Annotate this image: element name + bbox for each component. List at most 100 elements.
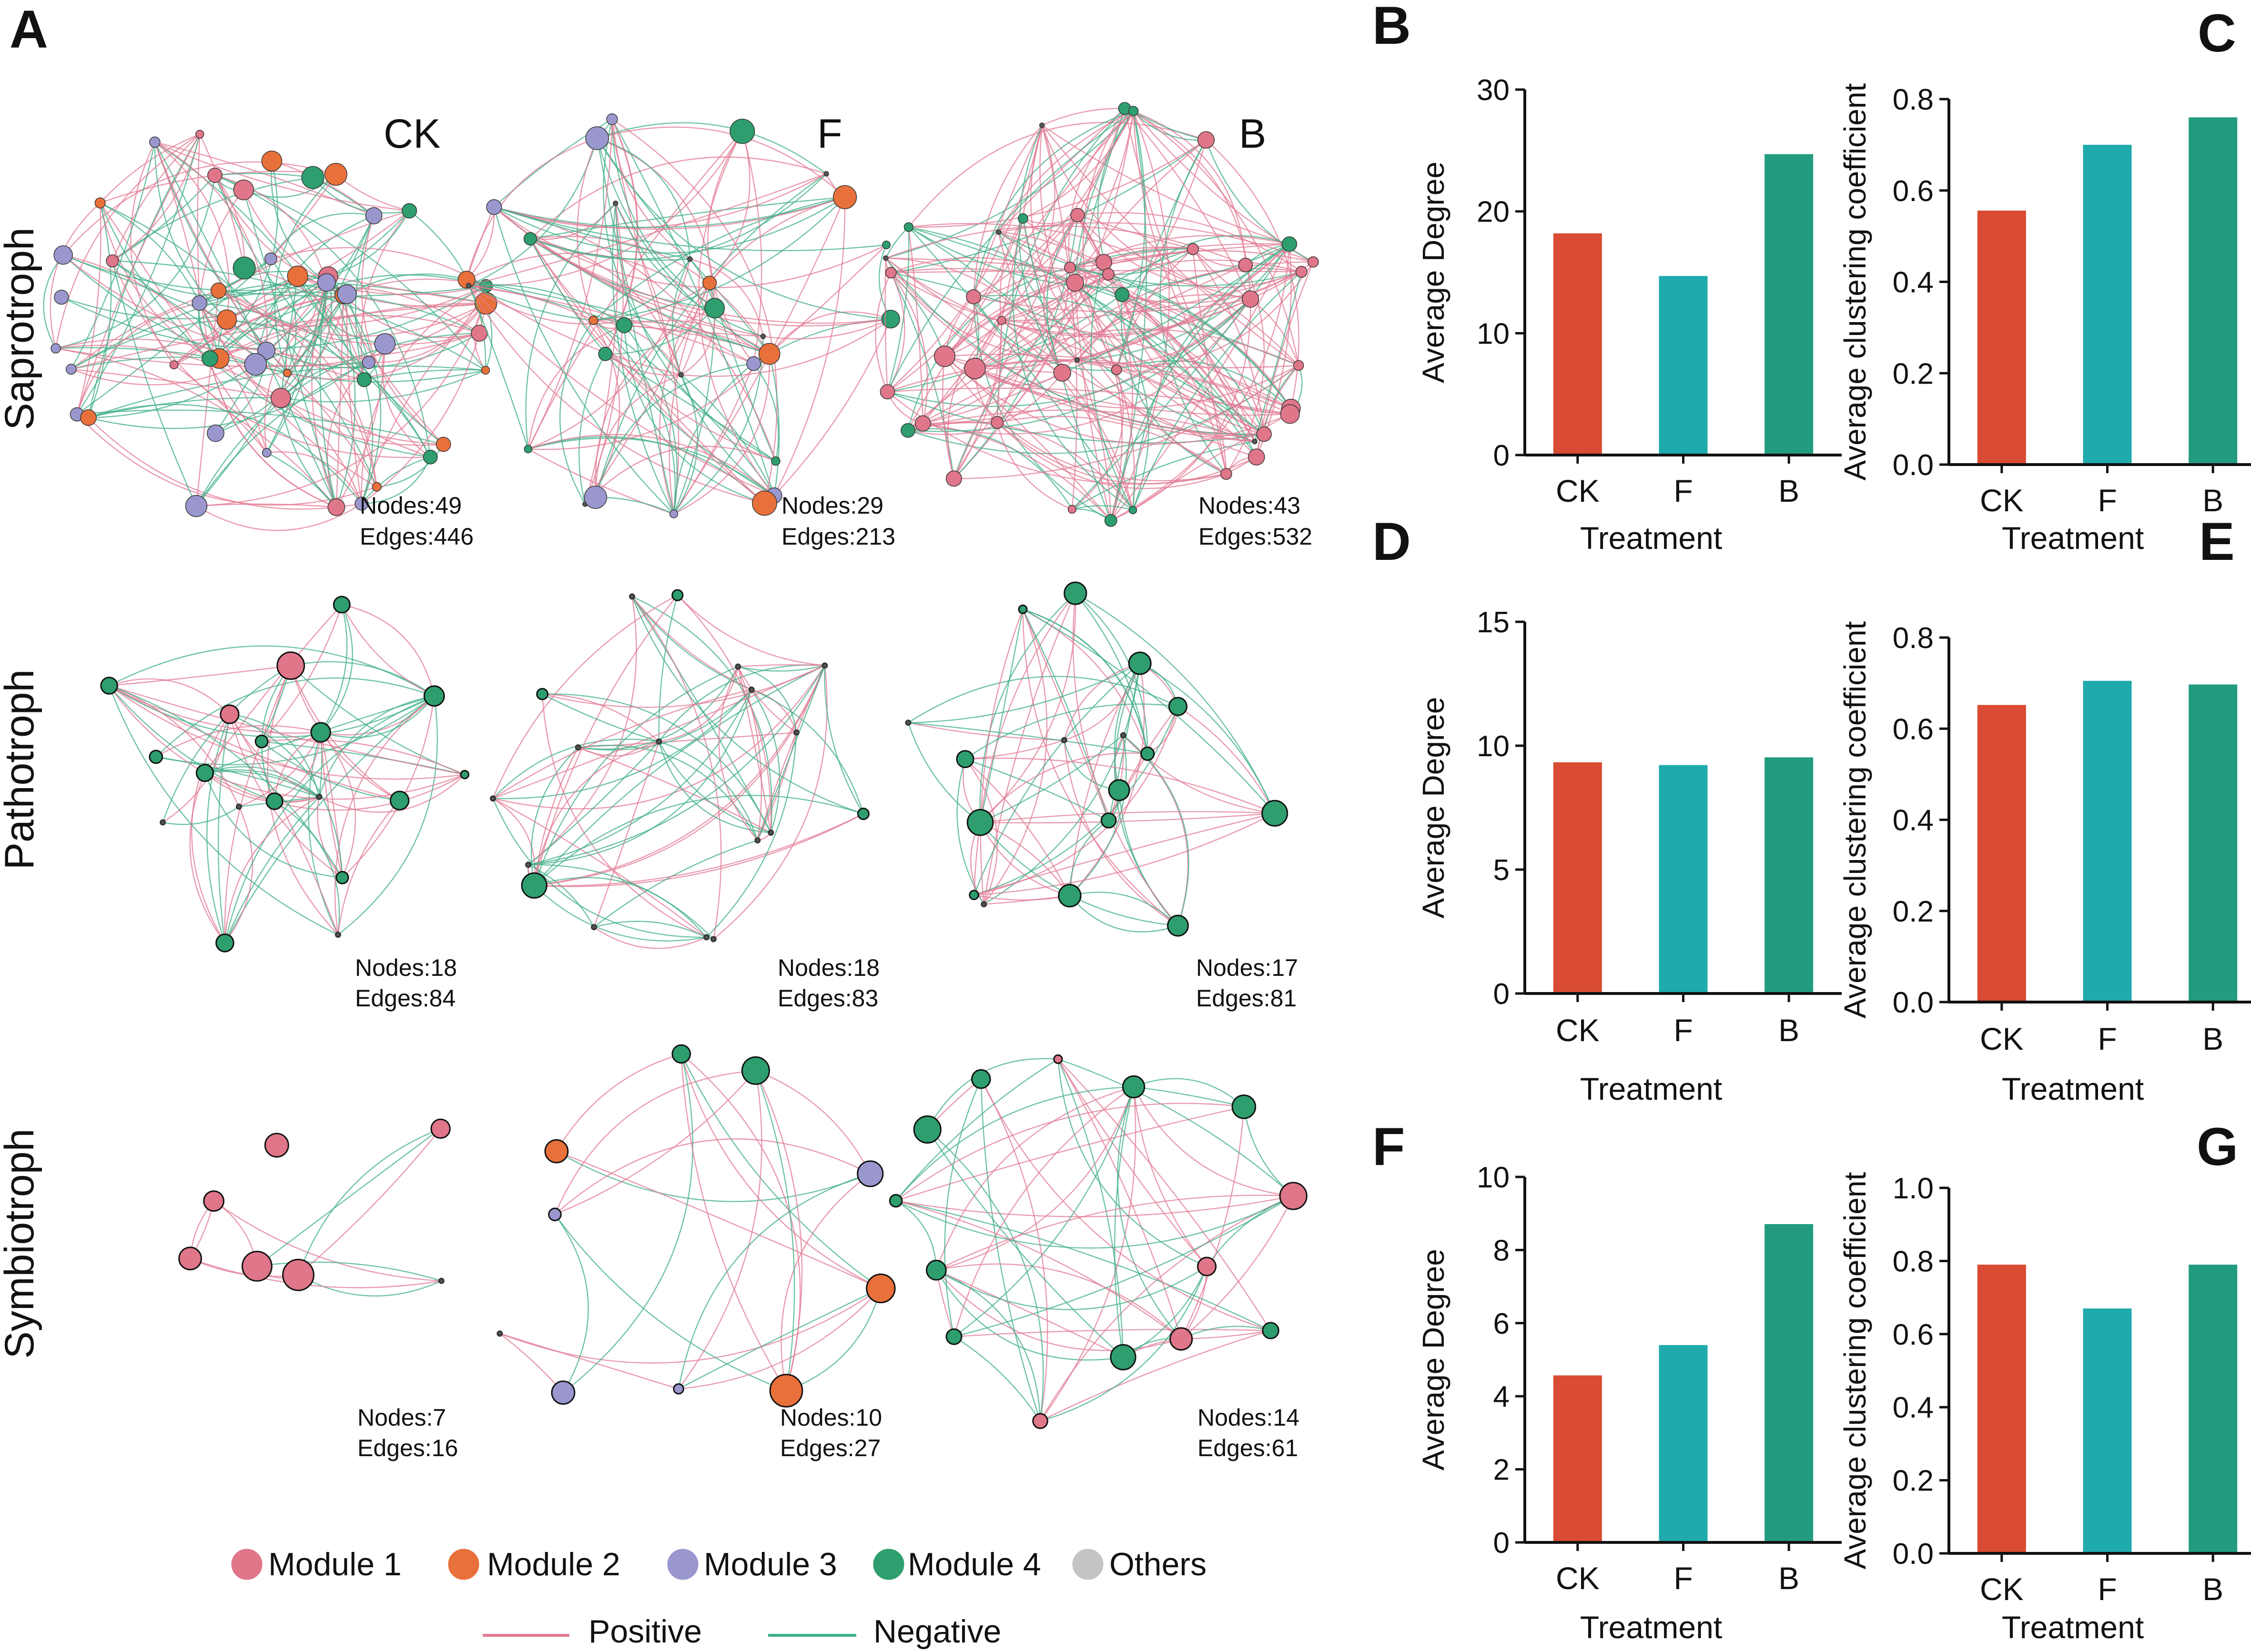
- network-node: [457, 271, 476, 289]
- network-edge: [466, 279, 529, 449]
- network-edge: [1110, 244, 1290, 521]
- network-edge: [887, 391, 1264, 444]
- network-edge: [226, 319, 365, 380]
- network-saprotroph-ck: [43, 130, 497, 531]
- network-node: [1197, 1257, 1217, 1277]
- network-edge: [680, 283, 710, 375]
- network-edge: [492, 798, 707, 938]
- stat-nodes-symbiotroph-f: Nodes:10: [780, 1404, 882, 1431]
- network-edge: [297, 276, 444, 445]
- network-edge: [243, 190, 327, 283]
- network-edge: [154, 142, 268, 351]
- network-node: [254, 734, 269, 749]
- network-edge: [274, 731, 321, 801]
- chart-c-bar-b: [2189, 117, 2238, 465]
- network-node: [678, 372, 684, 378]
- network-edge: [542, 693, 659, 742]
- network-edge: [738, 666, 797, 733]
- network-node: [301, 166, 324, 189]
- network-edge: [1076, 268, 1302, 361]
- network-edge: [997, 416, 1227, 475]
- network-node: [283, 368, 292, 377]
- network-edge: [973, 108, 1126, 297]
- network-node: [402, 203, 417, 219]
- network-edge: [773, 197, 846, 496]
- panel-letters: A B C D E F G: [10, 0, 2238, 1176]
- chart-c-ytick-2: 0.4: [1893, 266, 1934, 299]
- network-edge: [530, 236, 770, 355]
- network-node: [100, 677, 118, 695]
- chart-c-ytick-0: 0.0: [1893, 449, 1934, 482]
- network-edge: [173, 294, 347, 365]
- network-node: [1238, 258, 1253, 273]
- network-edge: [199, 303, 431, 458]
- network-edge: [317, 797, 343, 878]
- network-edge: [229, 713, 343, 878]
- network-edge: [1117, 1086, 1182, 1339]
- network-node: [335, 871, 349, 884]
- network-node: [1128, 106, 1139, 116]
- network-node: [857, 1160, 884, 1187]
- network-edge: [1075, 282, 1149, 510]
- network-edge: [1205, 140, 1314, 263]
- network-edge: [534, 813, 864, 887]
- network-pathotroph-f-nodes: [490, 589, 870, 943]
- network-edge: [593, 319, 770, 355]
- chart-g-xtick-ck: CK: [1980, 1571, 2024, 1607]
- network-node: [1169, 1327, 1193, 1351]
- network-node: [903, 222, 914, 232]
- legend: Module 1 Module 2 Module 3 Module 4 Othe…: [230, 1546, 1207, 1650]
- network-node: [671, 1044, 691, 1064]
- network-edge: [769, 354, 780, 496]
- network-node: [192, 295, 207, 311]
- network-edge: [1077, 214, 1193, 250]
- network-edge: [908, 722, 1065, 741]
- network-node: [882, 241, 891, 249]
- network-edge: [980, 811, 1275, 823]
- network-edge: [1001, 320, 1134, 510]
- network-edge: [196, 362, 369, 507]
- stat-nodes-saprotroph-f: Nodes:29: [781, 492, 883, 519]
- stat-edges-symbiotroph-b: Edges:61: [1197, 1435, 1298, 1461]
- network-edge: [578, 689, 752, 751]
- network-edge: [755, 1070, 795, 1391]
- network-edge: [266, 452, 337, 508]
- network-edge: [706, 732, 797, 938]
- network-edge: [1076, 140, 1207, 361]
- network-edge: [1068, 111, 1134, 268]
- network-saprotroph-b: [875, 102, 1319, 527]
- network-node: [748, 686, 755, 693]
- network-edge: [907, 722, 981, 823]
- chart-b-ytick-1: 10: [1477, 317, 1510, 350]
- network-edge: [973, 706, 1179, 896]
- network-edge: [77, 409, 444, 445]
- network-node: [1053, 364, 1071, 382]
- network-edge: [942, 356, 955, 479]
- network-edge: [973, 110, 1134, 297]
- network-node: [598, 346, 613, 361]
- network-node: [1070, 208, 1085, 223]
- network-node: [438, 1277, 445, 1284]
- network-edge: [1062, 372, 1134, 510]
- network-edge: [224, 695, 435, 943]
- network-edge: [1023, 218, 1104, 263]
- network-edge: [554, 1214, 589, 1393]
- chart-f-bar-b: [1764, 1224, 1814, 1542]
- network-edge: [555, 1070, 756, 1215]
- network-edge: [673, 354, 771, 515]
- network-edge: [1075, 593, 1276, 814]
- chart-e-ytick-4: 0.8: [1893, 622, 1934, 655]
- network-edge: [530, 238, 715, 309]
- network-edge: [584, 283, 710, 505]
- network-edge: [678, 1070, 762, 1389]
- stat-nodes-pathotroph-f: Nodes:18: [778, 954, 880, 981]
- network-edge: [361, 215, 444, 445]
- network-edge: [1116, 111, 1146, 370]
- network-edge: [494, 196, 845, 254]
- network-edge: [964, 759, 998, 905]
- network-edge: [1108, 663, 1141, 821]
- network-edge: [1133, 1086, 1207, 1267]
- network-edge: [887, 298, 1251, 407]
- network-node: [1122, 1075, 1146, 1099]
